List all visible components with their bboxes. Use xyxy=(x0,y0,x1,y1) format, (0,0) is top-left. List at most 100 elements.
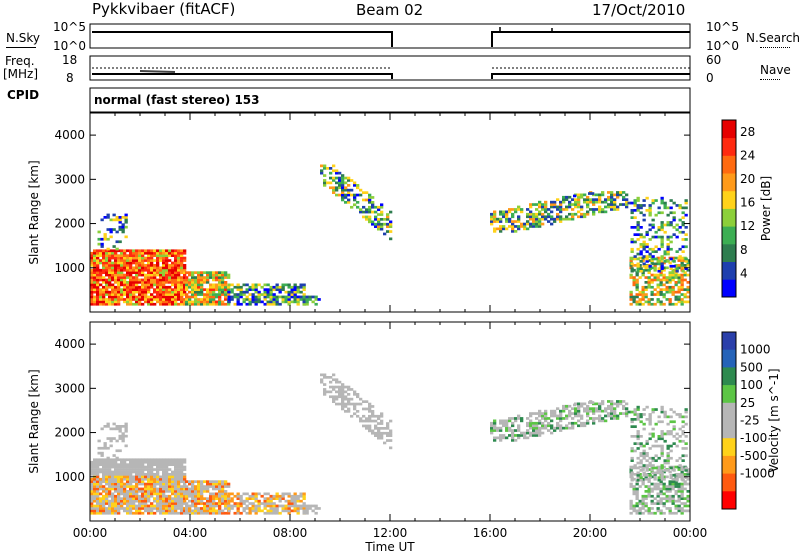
velocity-cell xyxy=(114,504,118,508)
power-cell xyxy=(529,217,533,221)
velocity-cell xyxy=(272,511,276,515)
power-cell xyxy=(368,218,372,221)
velocity-cell xyxy=(677,487,681,491)
power-cell xyxy=(135,276,139,279)
velocity-cell xyxy=(517,429,521,432)
power-cell xyxy=(302,300,306,304)
power-cell xyxy=(290,295,294,299)
velocity-cell xyxy=(141,504,145,508)
power-cell xyxy=(206,290,210,294)
power-cell xyxy=(556,212,560,216)
velocity-cell xyxy=(191,482,195,486)
velocity-cell xyxy=(377,417,381,420)
power-cell xyxy=(105,293,109,296)
velocity-cell xyxy=(639,435,643,438)
velocity-cell xyxy=(604,407,608,410)
velocity-cell xyxy=(144,492,148,496)
velocity-cell xyxy=(203,485,207,488)
velocity-cell xyxy=(162,490,166,493)
power-cell xyxy=(538,210,542,214)
power-cell xyxy=(118,240,122,244)
power-cell xyxy=(93,276,97,279)
power-cell xyxy=(642,245,646,249)
x-tick-label: 12:00 xyxy=(373,526,408,540)
power-cell xyxy=(174,268,178,272)
velocity-cell xyxy=(150,492,154,496)
velocity-cell xyxy=(671,465,675,469)
power-cell xyxy=(636,206,640,210)
power-cell xyxy=(111,285,115,289)
power-cell xyxy=(633,204,637,207)
power-cell xyxy=(162,254,166,257)
power-cell xyxy=(183,259,187,262)
power-cell xyxy=(180,254,184,257)
power-cell xyxy=(535,225,539,228)
velocity-cell xyxy=(118,434,122,438)
power-cell xyxy=(659,273,663,277)
power-cell xyxy=(174,283,178,287)
power-cell xyxy=(377,218,381,221)
power-cell xyxy=(108,273,112,277)
power-cell xyxy=(93,251,97,255)
velocity-cell xyxy=(185,480,189,483)
velocity-cell xyxy=(526,429,530,432)
velocity-cell xyxy=(583,409,587,413)
velocity-cell xyxy=(108,475,112,479)
power-cell xyxy=(677,276,681,279)
velocity-cell xyxy=(645,442,649,445)
velocity-cell xyxy=(218,497,222,500)
velocity-cell xyxy=(141,502,145,505)
power-cell xyxy=(636,267,640,270)
velocity-cell xyxy=(114,470,118,474)
velocity-cell xyxy=(105,460,109,464)
power-cell xyxy=(171,251,175,255)
velocity-cell xyxy=(607,407,611,410)
power-cell xyxy=(607,198,611,201)
velocity-cell xyxy=(99,470,103,474)
power-cell xyxy=(644,281,648,284)
power-cell xyxy=(490,222,494,226)
power-cell xyxy=(117,249,121,253)
power-cell xyxy=(177,293,181,296)
velocity-cell xyxy=(287,507,291,510)
power-cell xyxy=(185,298,189,301)
velocity-cell xyxy=(616,402,620,406)
power-cell xyxy=(666,206,670,210)
power-cell xyxy=(290,288,294,291)
power-cell xyxy=(194,290,198,294)
velocity-cell xyxy=(168,460,172,464)
velocity-cell xyxy=(159,465,163,469)
velocity-cell xyxy=(121,437,125,440)
velocity-cell xyxy=(302,504,306,508)
velocity-cell xyxy=(90,504,94,508)
velocity-cell xyxy=(159,480,163,483)
power-cell xyxy=(102,251,106,255)
power-colorbar-frame xyxy=(721,119,737,298)
velocity-cell xyxy=(239,499,243,503)
power-cell xyxy=(657,260,661,263)
velocity-cell xyxy=(386,431,390,435)
velocity-cell xyxy=(386,422,390,425)
velocity-cell xyxy=(135,497,139,500)
power-cell xyxy=(541,222,545,226)
velocity-cell xyxy=(191,499,195,503)
power-cell xyxy=(629,298,633,301)
power-cell xyxy=(251,293,255,296)
power-cell xyxy=(642,255,646,258)
power-cell xyxy=(636,204,640,207)
power-cell xyxy=(511,208,515,211)
velocity-cell xyxy=(118,437,122,440)
power-cell xyxy=(674,256,678,260)
velocity-cell xyxy=(550,419,554,423)
power-cell xyxy=(666,238,670,241)
velocity-cell xyxy=(117,507,121,510)
velocity-cell xyxy=(171,511,175,515)
power-cell xyxy=(535,203,539,206)
power-cell xyxy=(577,205,581,209)
velocity-cell xyxy=(341,388,345,391)
power-cell xyxy=(275,288,279,291)
velocity-cell xyxy=(293,492,297,496)
power-cell xyxy=(227,295,231,299)
velocity-cell xyxy=(493,424,497,428)
power-cell xyxy=(613,205,617,209)
